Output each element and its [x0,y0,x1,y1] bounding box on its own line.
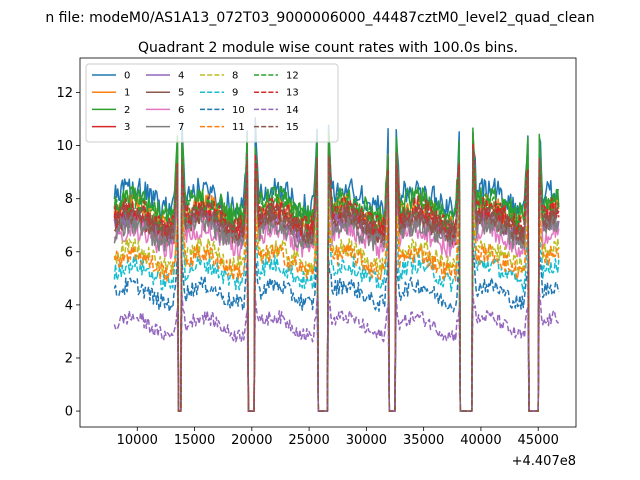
x-tick-label: 15000 [174,433,215,448]
y-tick-label: 6 [65,245,73,260]
legend-label: 15 [286,122,299,133]
series-line-15 [113,148,560,412]
legend-label: 6 [178,105,184,116]
series-line-13 [113,143,560,412]
series-line-12 [113,140,560,412]
series-line-0 [113,117,560,412]
legend-label: 9 [232,88,238,99]
legend-frame [85,63,339,143]
legend-label: 2 [124,105,130,116]
x-tick-label: 25000 [288,433,329,448]
legend-label: 4 [178,71,184,82]
y-axis: 0 2 4 6 8 10 12 [56,86,80,420]
legend-label: 11 [232,122,245,133]
legend-label: 8 [232,71,238,82]
x-axis: 10000 15000 20000 25000 30000 35000 40000 45000 [117,427,559,448]
y-tick-label: 12 [56,86,73,101]
series-line-11 [113,201,560,412]
series-line-7 [113,161,560,412]
legend-label: 13 [286,88,299,99]
y-tick-label: 8 [65,192,73,207]
x-offset-label: +4.407e8 [512,454,576,469]
chart-title: Quadrant 2 module wise count rates with … [138,40,518,56]
legend-label: 12 [286,71,299,82]
series-layer [113,117,560,412]
legend-label: 1 [124,88,130,99]
x-tick-label: 10000 [117,433,158,448]
y-tick-label: 2 [65,351,73,366]
x-tick-label: 45000 [518,433,559,448]
legend-label: 5 [178,88,184,99]
series-line-14 [113,291,559,412]
legend-label: 7 [178,122,184,133]
axes-frame [79,57,577,428]
x-tick-label: 30000 [346,433,387,448]
legend-label: 10 [232,105,245,116]
x-tick-label: 40000 [460,433,501,448]
series-line-8 [113,193,560,412]
y-tick-label: 0 [65,405,73,420]
series-line-10 [113,246,560,412]
legend-label: 3 [124,122,130,133]
x-tick-label: 20000 [231,433,272,448]
figure-suptitle: n file: modeM0/AS1A13_072T03_9000006000_… [45,10,594,26]
series-line-9 [113,216,560,412]
x-tick-label: 35000 [403,433,444,448]
legend-label: 0 [124,71,130,82]
legend-label: 14 [286,105,299,116]
y-tick-label: 10 [56,139,73,154]
y-tick-label: 4 [65,298,73,313]
